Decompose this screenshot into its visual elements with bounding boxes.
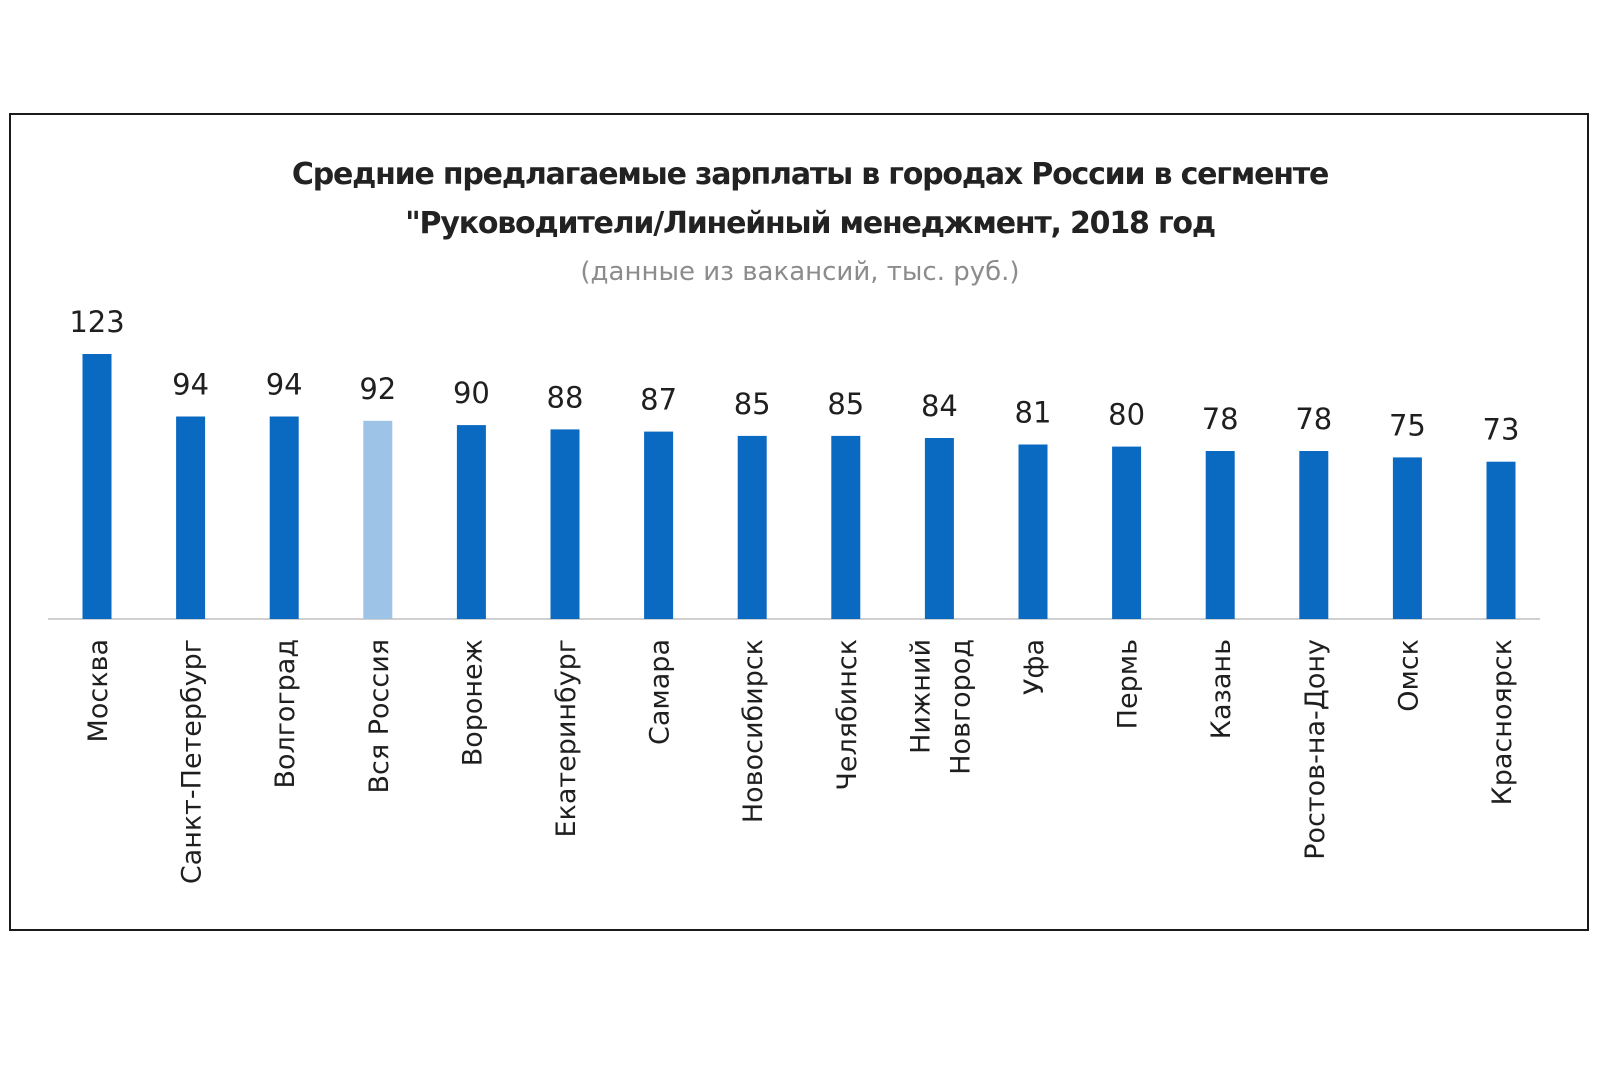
- chart-title-line-1: Средние предлагаемые зарплаты в городах …: [291, 157, 1329, 192]
- category-label-4: Воронеж: [457, 639, 488, 766]
- category-label-text: Екатеринбург: [551, 639, 582, 838]
- category-label-text: Уфа: [1019, 639, 1050, 695]
- bar-12: [1205, 451, 1235, 619]
- bar-13: [1299, 451, 1329, 619]
- bar-value-label-0: 123: [69, 305, 124, 339]
- bar-11: [1112, 446, 1142, 619]
- bar-value-label-5: 88: [547, 380, 584, 414]
- bar-14: [1392, 457, 1422, 619]
- bar-value-label-6: 87: [640, 383, 677, 417]
- bar-4: [456, 425, 486, 619]
- bar-2: [269, 416, 299, 619]
- category-label-text: Челябинск: [832, 639, 863, 791]
- category-label-text: Вся Россия: [364, 639, 395, 793]
- category-label-12: Казань: [1206, 639, 1237, 739]
- bar-value-label-11: 80: [1108, 398, 1145, 432]
- bar-value-label-12: 78: [1202, 402, 1239, 436]
- category-label-text: Санкт-Петербург: [177, 639, 208, 884]
- category-label-text: Волгоград: [270, 639, 301, 789]
- category-label-text: Омск: [1393, 639, 1424, 712]
- category-label-10: Уфа: [1019, 639, 1050, 695]
- bar-value-label-9: 84: [921, 389, 958, 423]
- bar-8: [831, 435, 861, 619]
- category-label-text: Казань: [1206, 639, 1237, 739]
- bar-value-label-3: 92: [359, 372, 396, 406]
- bar-0: [82, 354, 112, 619]
- category-label-text: Ростов-на-Дону: [1300, 639, 1331, 860]
- bar-9: [924, 438, 954, 619]
- bar-6: [644, 431, 674, 619]
- bar-10: [1018, 444, 1048, 619]
- bar-value-label-13: 78: [1295, 402, 1332, 436]
- category-label-text: Москва: [83, 639, 114, 742]
- category-label-text: Воронеж: [457, 639, 488, 766]
- bar-value-label-1: 94: [172, 368, 209, 402]
- bar-value-label-7: 85: [734, 387, 771, 421]
- bar-3: [363, 420, 393, 619]
- bar-1: [176, 416, 206, 619]
- category-label-text: Самара: [645, 639, 676, 745]
- bar-value-label-14: 75: [1389, 408, 1426, 442]
- category-label-2: Волгоград: [270, 639, 301, 789]
- bar-5: [550, 429, 580, 619]
- category-label-8: Челябинск: [832, 639, 863, 791]
- category-label-5: Екатеринбург: [551, 639, 582, 838]
- bar-value-label-10: 81: [1015, 396, 1052, 430]
- category-label-text: Красноярск: [1487, 639, 1518, 805]
- category-label-9: Нижний Новгород: [905, 639, 976, 775]
- bar-value-label-2: 94: [266, 368, 303, 402]
- category-label-text: Нижний: [905, 639, 936, 754]
- category-label-text: Новгород: [945, 639, 976, 775]
- bar-7: [737, 435, 767, 619]
- category-label-13: Ростов-на-Дону: [1300, 639, 1331, 860]
- chart-title-line-2: "Руководители/Линейный менеджмент, 2018 …: [405, 206, 1216, 241]
- category-label-15: Красноярск: [1487, 639, 1518, 805]
- bar-value-label-4: 90: [453, 376, 490, 410]
- category-label-0: Москва: [83, 639, 114, 742]
- chart-subtitle: (данные из вакансий, тыс. руб.): [580, 257, 1020, 287]
- bar-15: [1486, 461, 1516, 619]
- bar-value-label-15: 73: [1483, 413, 1520, 447]
- category-label-3: Вся Россия: [364, 639, 395, 793]
- category-label-11: Пермь: [1113, 639, 1144, 729]
- category-label-text: Новосибирск: [738, 639, 769, 823]
- category-label-14: Омск: [1393, 639, 1424, 712]
- category-label-7: Новосибирск: [738, 639, 769, 823]
- category-label-text: Пермь: [1113, 639, 1144, 729]
- category-label-6: Самара: [645, 639, 676, 745]
- category-label-1: Санкт-Петербург: [177, 639, 208, 884]
- bar-value-label-8: 85: [827, 387, 864, 421]
